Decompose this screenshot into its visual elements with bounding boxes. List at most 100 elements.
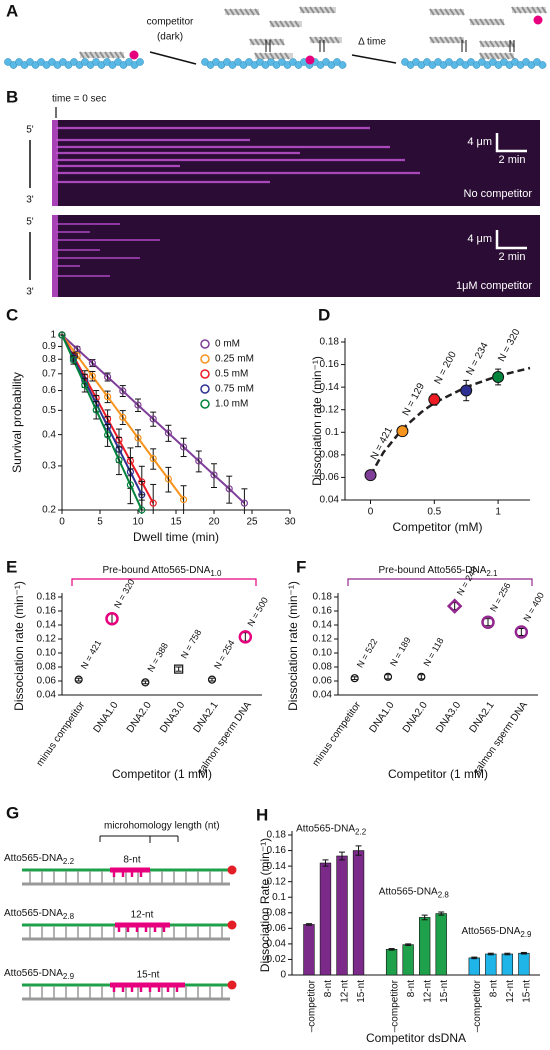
competitor-dna [309,36,342,44]
exchange-arrow [461,40,467,52]
end-label: 5' [26,125,34,136]
x-tick-label: 20 [208,517,220,528]
y-tick-label: 0.10 [313,648,333,659]
x-tick-label: 10 [132,517,144,528]
legend-label: 0.5 mM [215,369,248,380]
data-point [69,356,78,364]
panel-g: G microhomology length (nt) Atto565-DNA2… [4,803,237,1001]
panel-letter: A [6,1,18,20]
data-point [350,674,359,683]
y-tick-label: 0.08 [320,449,340,460]
y-axis-label: Dissociation rate (min⁻¹) [286,581,300,711]
kymograph [52,120,540,206]
exchange-arrow [265,40,271,52]
data-point [149,415,157,423]
y-tick-label: 0.08 [37,662,57,673]
x-tick-label: 12-nt [422,980,433,1003]
data-point [149,454,157,463]
scale-um-label: 4 μm [467,136,492,148]
data-point [492,370,505,383]
data-point [103,373,112,381]
construct-name-text: Atto565-DNA [4,908,63,919]
bar [319,862,332,976]
data-point [396,425,409,438]
error-bar [195,450,202,473]
construct-name-text: Atto565-DNA [4,853,63,864]
helix-body [470,19,504,25]
panel-letter: C [6,305,18,324]
y-tick-label: 0.1 [272,892,286,903]
x-tick-label: 30 [284,517,296,528]
legend-label: Atto565-DNA2.2 [296,823,367,836]
legend-label: 0 mM [215,339,240,350]
data-point [88,359,97,367]
annotation: N = 189 [388,635,413,668]
y-tick-label: 0.14 [320,382,340,393]
exchange-arrow [319,40,325,52]
y-tick-label: 0.16 [267,845,287,856]
error-bar [119,385,126,398]
y-tick-label: 0.7 [42,368,56,379]
arrow [149,51,197,65]
y-tick-label: 0.3 [42,461,56,472]
data-point [240,499,248,507]
helix-body [300,7,336,13]
competitor-dna [511,6,547,14]
data-point [225,485,233,493]
y-axis-label: Dissociation Rate (min⁻¹) [258,838,272,972]
arrow [351,54,397,64]
exchange-arrow [509,40,515,52]
data-point [460,384,473,397]
time-zero-label: time = 0 sec [52,94,106,105]
data-point [238,630,253,644]
panel-letter: F [296,557,306,576]
helix-body [430,37,464,43]
start-column [52,215,58,297]
x-tick-label: 1 [495,507,501,518]
legend-label-text: Atto565-DNA [461,926,520,937]
y-tick-label: 0.9 [42,341,56,352]
x-tick-label: 8-nt [323,980,334,997]
header-label: microhomology length (nt) [104,821,220,832]
error-bar [109,613,115,625]
x-tick-label: 0.5 [427,507,441,518]
data-point [58,331,66,339]
error-bar [242,632,249,642]
bar [402,944,414,976]
error-bar [305,923,312,926]
error-bar [127,468,134,505]
error-bar [104,424,111,447]
bracket [347,578,533,586]
data-point [134,401,142,409]
y-tick-label: 0.06 [37,676,57,687]
data-point [174,664,184,674]
construct-name-text: Atto565-DNA [4,968,63,979]
bar [501,953,514,976]
panel-letter: E [6,557,17,576]
bar [419,917,431,976]
data-point [81,381,89,389]
y-axis-label: Dissociation rate (min⁻¹) [310,356,324,486]
bar [352,850,365,976]
error-bar [165,466,172,493]
error-bar [226,475,233,504]
data-point [126,481,134,489]
legend-label-text: Atto565-DNA [296,823,355,834]
data-point [103,431,112,439]
bar [485,953,497,976]
fluorophore [227,980,237,990]
x-tick-label: –competitor [307,979,318,1032]
y-tick-label: 0.06 [267,923,287,934]
scale-bar [495,133,527,153]
x-axis-label: Competitor (1 mM) [112,767,212,781]
data-point [119,387,127,395]
fluorophore [227,865,237,875]
annotation: N = 254 [212,638,237,671]
x-axis-label: Competitor (mM) [392,520,482,534]
x-tick-label: 12-nt [505,980,516,1003]
competitor-label: competitor [147,17,194,28]
error-bar [385,674,391,680]
delta-time-label: Δ time [358,37,386,48]
x-tick-label: 15 [170,517,182,528]
y-tick-label: 0.4 [42,429,56,440]
